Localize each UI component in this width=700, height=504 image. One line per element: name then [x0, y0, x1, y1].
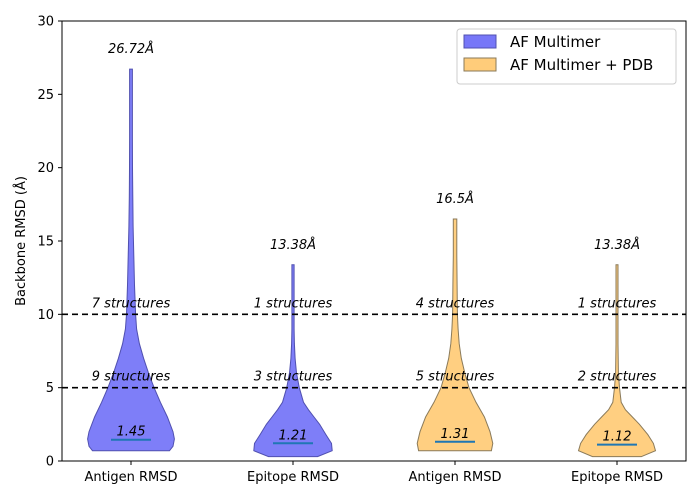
axes-layer: 0 5 10 15 20 25 30 Antigen RMSD Epitope RMSD Anti… [37, 15, 687, 485]
y-tick-label: 30 [37, 15, 54, 30]
y-axis-label: Backbone RMSD (Å) [13, 176, 29, 306]
max-value-label: 13.38Å [270, 237, 316, 253]
legend-swatch [463, 34, 497, 49]
y-tick-label: 20 [37, 161, 54, 176]
above-10-count-label: 1 structures [578, 296, 657, 311]
above-5-count-label: 2 structures [578, 370, 657, 385]
median-value-label: 1.45 [117, 425, 146, 440]
legend-entry-label: AF Multimer + PDB [510, 56, 653, 74]
x-tick-label: Epitope RMSD [247, 470, 339, 485]
above-10-count-label: 1 structures [254, 296, 333, 311]
violins-layer [87, 68, 657, 458]
violin-body [577, 264, 657, 458]
max-value-label: 26.72Å [108, 41, 154, 57]
max-value-label: 16.5Å [436, 191, 474, 207]
above-10-count-label: 4 structures [416, 296, 495, 311]
legend: AF Multimer AF Multimer + PDB [456, 28, 677, 85]
above-5-count-label: 5 structures [416, 370, 495, 385]
x-tick-label: Antigen RMSD [409, 470, 502, 485]
y-tick-label: 0 [46, 455, 54, 470]
above-10-count-label: 7 structures [92, 296, 171, 311]
legend-entry-label: AF Multimer [510, 33, 601, 51]
legend-box [456, 28, 677, 85]
y-tick-label: 25 [37, 88, 54, 103]
max-value-label: 13.38Å [594, 237, 640, 253]
threshold-lines-layer [62, 313, 686, 389]
above-5-count-label: 9 structures [92, 370, 171, 385]
x-tick-label: Antigen RMSD [85, 470, 178, 485]
y-tick-label: 10 [37, 308, 54, 323]
legend-swatch [463, 57, 497, 72]
y-tick-label: 5 [46, 381, 54, 396]
above-5-count-label: 3 structures [254, 370, 333, 385]
x-tick-label: Epitope RMSD [571, 470, 663, 485]
y-tick-label: 15 [37, 235, 54, 250]
median-value-label: 1.31 [441, 427, 470, 442]
annotations-layer: 26.72Å 7 structures 9 structures 1.45 13.38Å… [92, 41, 657, 444]
violin-body [253, 264, 333, 458]
median-value-label: 1.12 [603, 430, 632, 445]
violin-body [87, 68, 175, 452]
violin-body [416, 218, 494, 452]
median-value-label: 1.21 [279, 428, 308, 443]
